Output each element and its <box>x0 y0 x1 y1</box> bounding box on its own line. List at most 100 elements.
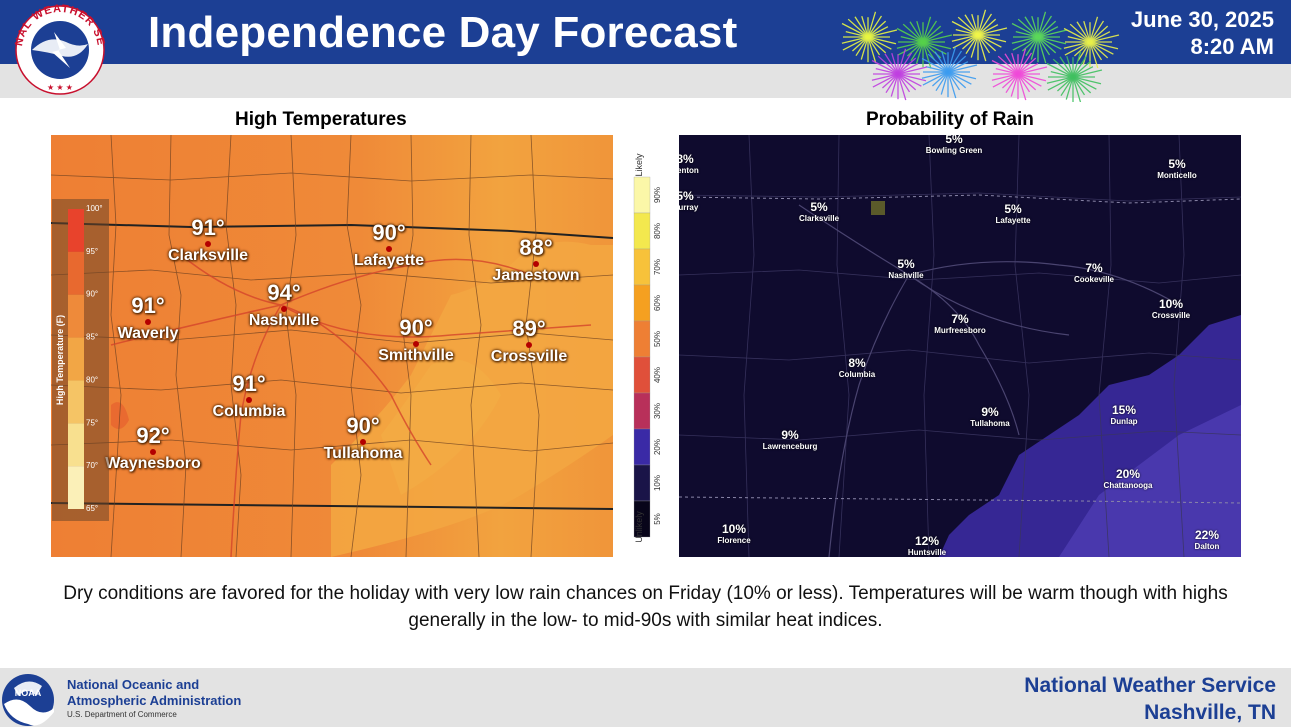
rain-value: 5% <box>810 200 828 214</box>
temp-city-label: 90° Tullahoma <box>324 415 403 463</box>
temperature-legend-graphic: 100° 95° 90° 85° 80° 75° 70° 65° High Temperatu… <box>55 204 103 513</box>
city-dot <box>145 319 151 325</box>
city-name: Monticello <box>1157 171 1197 180</box>
rain-city-label: 5% Clarksville <box>799 201 839 224</box>
rain-legend-tick: 5% <box>653 513 662 525</box>
temperature-legend: 100° 95° 90° 85° 80° 75° 70° 65° High Temperatu… <box>52 199 109 521</box>
issue-datetime: June 30, 2025 8:20 AM <box>1131 6 1274 60</box>
rain-legend-tick: 10% <box>653 475 662 491</box>
rain-city-label: 5% Nashville <box>888 258 923 281</box>
rain-legend-swatch <box>633 284 651 322</box>
rain-value: 9% <box>781 428 799 442</box>
temp-legend-tick: 65° <box>86 504 98 513</box>
rain-value: 22% <box>1194 528 1220 542</box>
temp-legend-tick: 80° <box>86 375 98 384</box>
temp-legend-swatch <box>68 423 84 467</box>
rain-city-label: 20% Chattanooga <box>1104 468 1153 491</box>
city-name: Lafayette <box>353 252 425 269</box>
svg-text:★ ★ ★: ★ ★ ★ <box>47 83 73 92</box>
city-name: Murfreesboro <box>934 326 986 335</box>
rain-legend-swatch <box>633 428 651 466</box>
city-name: Tullahoma <box>323 445 403 462</box>
city-name: Waverly <box>117 325 179 342</box>
city-name: Columbia <box>212 403 286 420</box>
city-dot <box>281 306 287 312</box>
city-name: Waynesboro <box>105 455 201 472</box>
city-name: Lafayette <box>995 216 1031 225</box>
rain-legend-tick: 60% <box>653 295 662 311</box>
city-dot <box>526 342 532 348</box>
temp-value: 91° <box>232 371 266 396</box>
rain-value: 8% <box>679 152 694 166</box>
rain-legend-bottom: Unlikely <box>634 511 644 543</box>
city-dot <box>150 449 156 455</box>
rain-city-label: 8% Columbia <box>839 357 875 380</box>
temp-value: 90° <box>399 315 433 340</box>
rain-value: 7% <box>951 312 969 326</box>
temp-value: 90° <box>346 413 380 438</box>
rain-value: 20% <box>1115 467 1141 481</box>
rain-legend-swatch <box>633 176 651 214</box>
city-name: Nashville <box>888 271 924 280</box>
city-name: Nashville <box>248 312 320 329</box>
city-name: Tullahoma <box>970 419 1010 428</box>
city-name: Chattanooga <box>1103 481 1153 490</box>
temp-value: 88° <box>519 235 553 260</box>
rain-legend-swatch <box>633 320 651 358</box>
temp-city-label: 94° Nashville <box>249 282 319 330</box>
noaa-name-line2: Atmospheric Administration <box>67 693 242 708</box>
temp-city-label: 91° Columbia <box>213 373 286 421</box>
rain-value: 7% <box>1085 261 1103 275</box>
rain-city-label: 8%Benton <box>679 153 699 176</box>
issue-time: 8:20 AM <box>1190 34 1274 59</box>
rain-legend-swatch <box>633 212 651 250</box>
noaa-name: National Oceanic and Atmospheric Adminis… <box>67 677 241 709</box>
rain-legend-swatch <box>633 248 651 286</box>
city-name: Clarksville <box>167 247 249 264</box>
temp-legend-swatch <box>68 337 84 381</box>
rain-legend: 90% 80% 70% 60% 50% 40% 30% 20% 10% 5% Likely Unl… <box>630 147 670 547</box>
temperature-map: 91° Clarksville 90° Lafayette 88° Jamestown 91… <box>51 135 613 557</box>
temp-legend-tick: 100° <box>86 204 103 213</box>
fireworks-decoration <box>841 9 1120 102</box>
rain-city-label: 12% Huntsville <box>908 535 946 558</box>
rain-value: 8% <box>848 356 866 370</box>
rain-city-label: 7% Cookeville <box>1074 262 1114 285</box>
rain-map-graphic <box>679 135 1241 557</box>
footer-bar <box>0 668 1291 727</box>
temp-city-label: 88° Jamestown <box>492 237 579 285</box>
temp-value: 94° <box>267 280 301 305</box>
rain-city-label: 5% Monticello <box>1157 158 1197 181</box>
forecast-caption: Dry conditions are favored for the holid… <box>63 583 1228 631</box>
rain-city-label: 5% Bowling Green <box>926 135 982 156</box>
city-dot <box>413 341 419 347</box>
rain-city-label: 15% Dunlap <box>1110 404 1137 427</box>
city-dot <box>360 439 366 445</box>
issue-date: June 30, 2025 <box>1130 7 1274 32</box>
temp-city-label: 91° Clarksville <box>168 217 248 265</box>
rain-legend-tick: 70% <box>653 259 662 275</box>
rain-value: 5% <box>897 257 915 271</box>
rain-probability-map: 5% Bowling Green 5% Monticello 5% Clarksville… <box>679 135 1241 557</box>
city-name: Murray <box>679 203 699 212</box>
rain-legend-tick: 40% <box>653 367 662 383</box>
rain-legend-tick: 20% <box>653 439 662 455</box>
temp-value: 89° <box>512 316 546 341</box>
rain-value: 5% <box>945 135 963 146</box>
rain-value: 9% <box>981 405 999 419</box>
rain-value: 5% <box>1004 202 1022 216</box>
office-name: National Weather Service Nashville, TN <box>1024 672 1276 726</box>
rain-legend-swatch <box>633 356 651 394</box>
temp-city-label: 90° Smithville <box>378 317 454 365</box>
temp-legend-swatch <box>68 294 84 338</box>
rain-city-label: 10% Florence <box>717 523 750 546</box>
city-name: Florence <box>717 536 751 545</box>
temp-legend-tick: 70° <box>86 461 98 470</box>
temp-legend-swatch <box>68 380 84 424</box>
temp-legend-tick: 95° <box>86 247 98 256</box>
rain-panel-title: Probability of Rain <box>866 109 1034 130</box>
city-name: Bowling Green <box>925 146 983 155</box>
city-name: Clarksville <box>798 214 840 223</box>
rain-legend-graphic: 90% 80% 70% 60% 50% 40% 30% 20% 10% 5% Likely Unl… <box>633 153 662 543</box>
